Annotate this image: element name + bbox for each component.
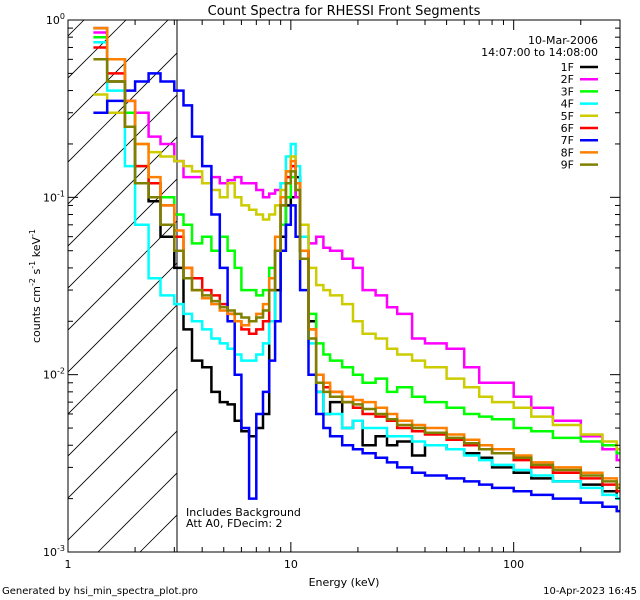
x-tick-label: 10 xyxy=(284,558,298,571)
legend-label-9f: 9F xyxy=(561,159,574,172)
legend-label-3f: 3F xyxy=(561,85,574,98)
legend-label-4f: 4F xyxy=(561,98,574,111)
series-line-5f xyxy=(93,93,620,451)
date-label: 10-Mar-2006 xyxy=(528,34,598,47)
y-tick-label: 10-2 xyxy=(43,367,65,382)
footer-generated-by: Generated by hsi_min_spectra_plot.pro xyxy=(2,586,198,597)
series-line-6f xyxy=(93,46,620,493)
hatch-line xyxy=(68,346,177,457)
hatch-line xyxy=(0,0,110,552)
hatch-line xyxy=(68,220,177,331)
y-tick-label: 10-3 xyxy=(43,544,65,559)
background-hatched-region xyxy=(0,0,640,552)
x-tick-label: 1 xyxy=(65,558,72,571)
time-range-label: 14:07:00 to 14:08:00 xyxy=(481,46,598,59)
annotation-background: Includes Background xyxy=(186,506,301,519)
y-tick-label: 10-1 xyxy=(43,189,65,204)
y-axis-label: counts cm-2 s-1 keV-1 xyxy=(28,229,43,343)
legend-label-7f: 7F xyxy=(561,134,574,147)
series-line-7f xyxy=(93,72,620,513)
legend-label-5f: 5F xyxy=(561,110,574,123)
footer-date: 10-Apr-2023 16:45 xyxy=(543,586,637,597)
legend-label-6f: 6F xyxy=(561,122,574,135)
annotation-attenuator: Att A0, FDecim: 2 xyxy=(186,517,283,530)
x-axis-label: Energy (keV) xyxy=(309,576,380,589)
hatch-line xyxy=(68,20,127,79)
legend-label-1f: 1F xyxy=(561,61,574,74)
series-line-2f xyxy=(93,31,620,462)
series-line-4f xyxy=(93,40,620,500)
chart-title: Count Spectra for RHESSI Front Segments xyxy=(208,4,481,19)
hatch-line xyxy=(68,178,177,289)
hatch-line xyxy=(68,20,85,37)
hatch-line xyxy=(68,430,177,541)
legend-label-2f: 2F xyxy=(561,73,574,86)
hatch-line xyxy=(68,262,177,373)
x-tick-label: 100 xyxy=(503,558,524,571)
plot-frame xyxy=(67,19,621,553)
hatch-line xyxy=(68,20,169,121)
y-tick-label: 100 xyxy=(46,12,65,27)
hatch-line xyxy=(68,94,177,205)
hatch-line xyxy=(266,0,640,552)
legend-label-8f: 8F xyxy=(561,146,574,159)
series-line-9f xyxy=(93,58,620,490)
hatch-line xyxy=(68,388,177,499)
